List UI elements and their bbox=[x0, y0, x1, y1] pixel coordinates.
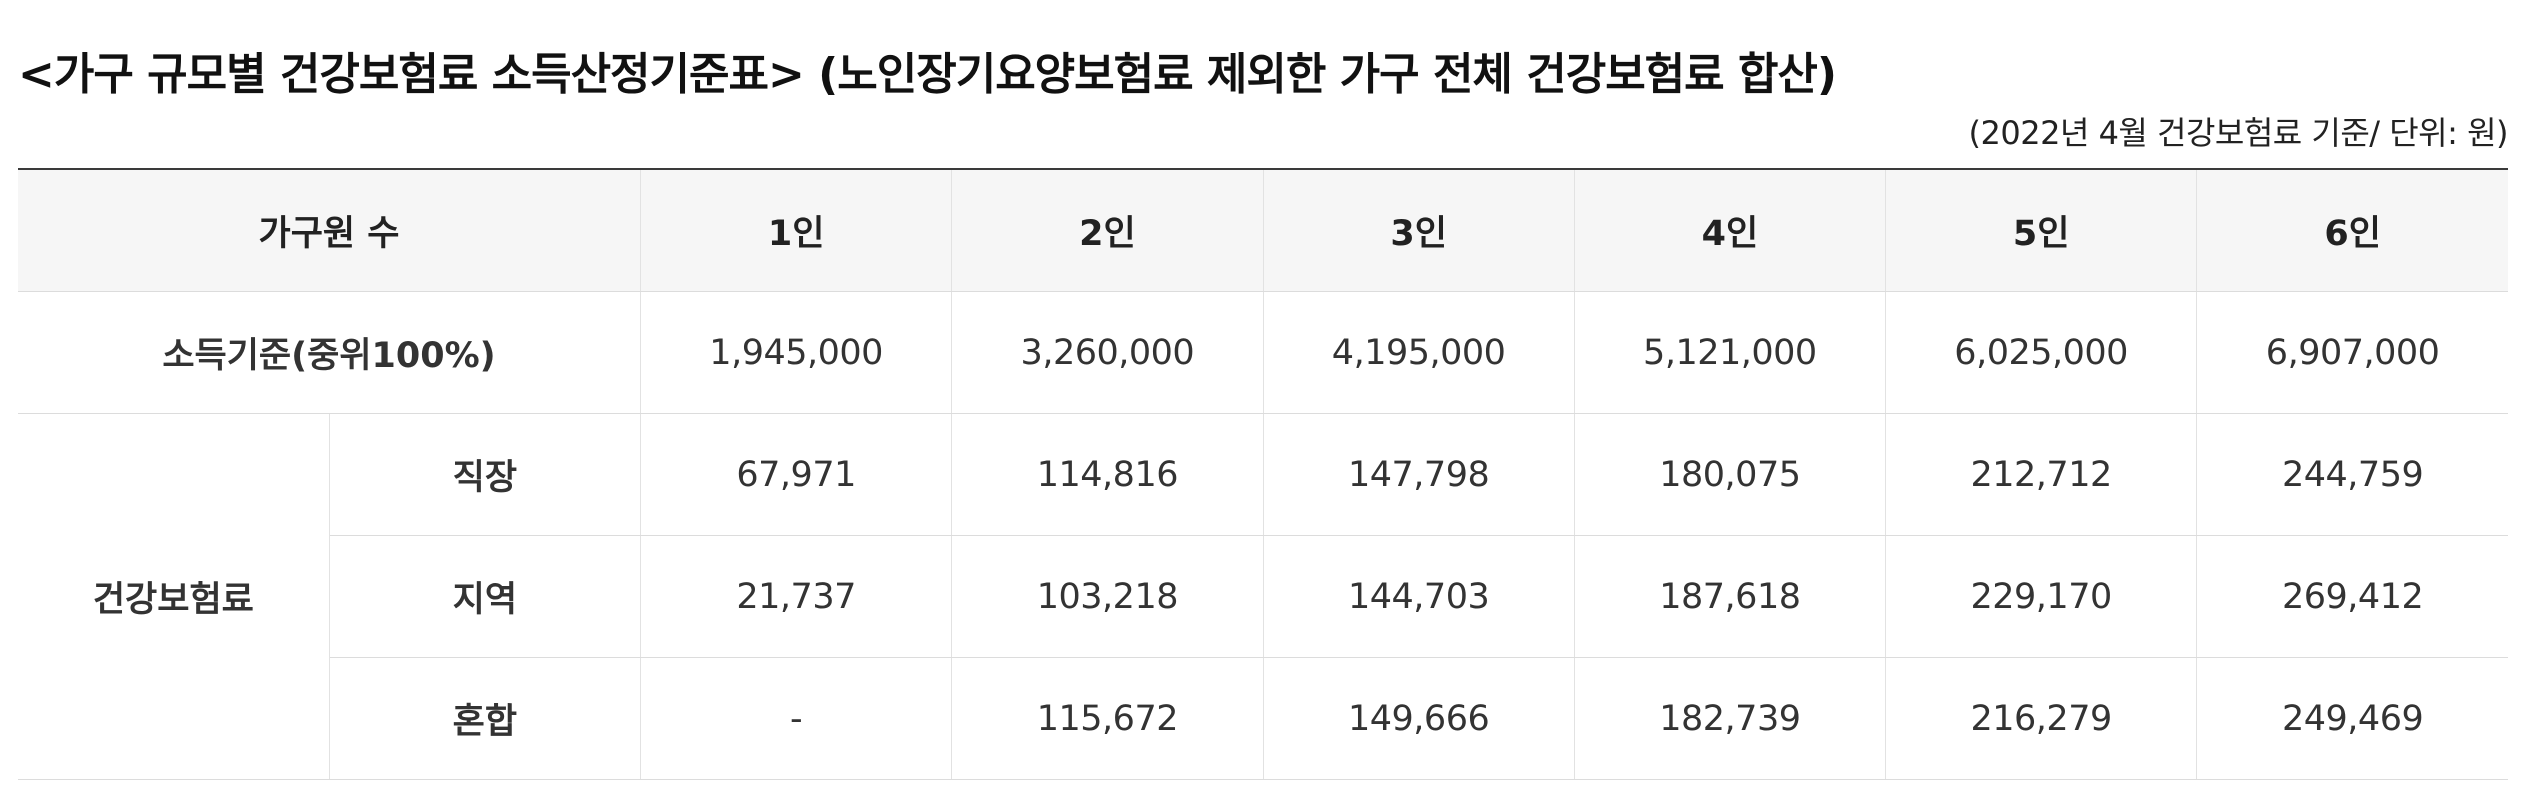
insurance-value: 21,737 bbox=[640, 535, 953, 658]
insurance-value: 244,759 bbox=[2196, 413, 2508, 536]
page-title: <가구 규모별 건강보험료 소득산정기준표> (노인장기요양보험료 제외한 가구… bbox=[18, 49, 1837, 100]
insurance-value: 182,739 bbox=[1574, 657, 1887, 780]
insurance-value: 114,816 bbox=[951, 413, 1264, 536]
unit-note: (2022년 4월 건강보험료 기준/ 단위: 원) bbox=[1968, 114, 2509, 152]
income-criteria-table: 가구원 수 1인 2인 3인 4인 5인 6인 소득기준(중위100%) 1,9… bbox=[18, 168, 2508, 780]
header-household-size: 가구원 수 bbox=[18, 169, 641, 292]
income-value: 6,025,000 bbox=[1885, 291, 2198, 414]
header-col-2: 2인 bbox=[951, 169, 1264, 292]
table-row-income: 소득기준(중위100%) 1,945,000 3,260,000 4,195,0… bbox=[18, 291, 2508, 414]
insurance-value: 115,672 bbox=[951, 657, 1264, 780]
insurance-value: 103,218 bbox=[951, 535, 1264, 658]
insurance-value: 249,469 bbox=[2196, 657, 2508, 780]
insurance-value: 149,666 bbox=[1263, 657, 1575, 780]
insurance-type-label: 지역 bbox=[329, 535, 642, 658]
insurance-value: 212,712 bbox=[1885, 413, 2198, 536]
table-row-employee: 건강보험료 직장 67,971 114,816 147,798 180,075 … bbox=[18, 413, 2508, 780]
header-col-3: 3인 bbox=[1263, 169, 1575, 292]
income-value: 1,945,000 bbox=[640, 291, 953, 414]
income-value: 6,907,000 bbox=[2196, 291, 2508, 414]
insurance-type-label: 직장 bbox=[329, 413, 642, 536]
income-value: 5,121,000 bbox=[1574, 291, 1887, 414]
insurance-value: 229,170 bbox=[1885, 535, 2198, 658]
header-col-4: 4인 bbox=[1574, 169, 1887, 292]
insurance-type-label: 혼합 bbox=[329, 657, 642, 780]
insurance-value: 144,703 bbox=[1263, 535, 1575, 658]
income-value: 3,260,000 bbox=[951, 291, 1264, 414]
header-col-5: 5인 bbox=[1885, 169, 2198, 292]
income-value: 4,195,000 bbox=[1263, 291, 1575, 414]
insurance-value: - bbox=[640, 657, 953, 780]
table-row-regional: 지역 21,737 103,218 144,703 187,618 229,17… bbox=[18, 535, 2508, 658]
insurance-value: 67,971 bbox=[640, 413, 953, 536]
insurance-value: 187,618 bbox=[1574, 535, 1887, 658]
header-col-6: 6인 bbox=[2196, 169, 2508, 292]
insurance-value: 180,075 bbox=[1574, 413, 1887, 536]
table-row-mixed: 혼합 - 115,672 149,666 182,739 216,279 249… bbox=[18, 657, 2508, 780]
insurance-value: 269,412 bbox=[2196, 535, 2508, 658]
table-header-row: 가구원 수 1인 2인 3인 4인 5인 6인 bbox=[18, 169, 2508, 292]
insurance-value: 216,279 bbox=[1885, 657, 2198, 780]
insurance-group-label: 건강보험료 bbox=[18, 413, 330, 780]
income-row-label: 소득기준(중위100%) bbox=[18, 291, 641, 414]
header-col-1: 1인 bbox=[640, 169, 953, 292]
insurance-value: 147,798 bbox=[1263, 413, 1575, 536]
